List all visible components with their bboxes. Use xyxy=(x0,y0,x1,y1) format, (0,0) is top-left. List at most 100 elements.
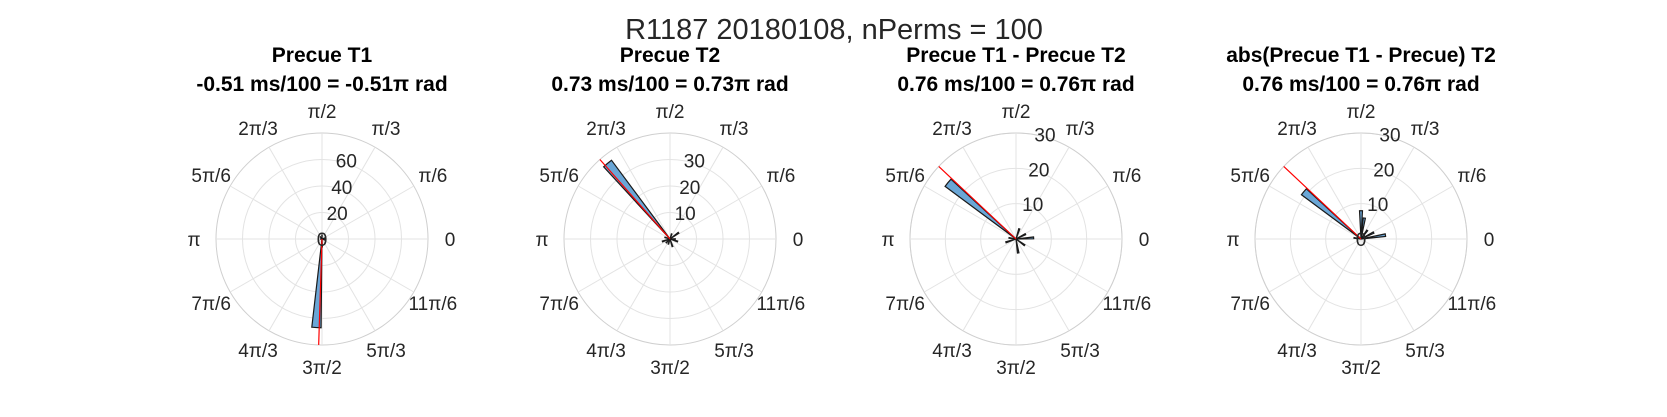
radial-tick-label: 10 xyxy=(1367,195,1388,216)
histogram-bar xyxy=(1008,236,1017,240)
plot-title: Precue T2 xyxy=(620,44,720,67)
radial-tick-label: 30 xyxy=(1034,126,1055,147)
angle-tick-label: π/2 xyxy=(308,102,337,123)
histogram-bar xyxy=(1360,229,1369,240)
histogram-bar xyxy=(1360,231,1375,240)
radial-tick-label: 10 xyxy=(675,204,696,225)
angle-tick-label: 3π/2 xyxy=(996,358,1036,379)
grid-spoke xyxy=(321,238,376,332)
histogram-bar xyxy=(669,238,679,243)
histogram-bar xyxy=(669,238,674,248)
histogram-bar xyxy=(321,237,326,240)
radial-tick-label: 20 xyxy=(1373,160,1394,181)
angle-tick-label: π/6 xyxy=(418,166,447,187)
mean-direction-line xyxy=(599,159,671,240)
angle-tick-label: 3π/2 xyxy=(650,358,690,379)
plot-subtitle: 0.73 ms/100 = 0.73π rad xyxy=(551,73,788,96)
polar-plot-precue-difference: Precue T1 - Precue T2 0.76 ms/100 = 0.76… xyxy=(881,44,1151,379)
grid-spoke xyxy=(1268,238,1362,293)
angle-tick-label: 5π/3 xyxy=(1405,341,1445,362)
angle-tick-label: π xyxy=(881,230,894,251)
radial-tick-label: 40 xyxy=(331,178,352,199)
grid-spoke xyxy=(669,238,763,293)
angle-tick-label: 4π/3 xyxy=(586,341,626,362)
grid-spoke xyxy=(1307,146,1362,240)
grid-spoke xyxy=(1360,185,1454,240)
angle-tick-label: 2π/3 xyxy=(1277,119,1317,140)
angle-tick-label: 5π/3 xyxy=(1060,341,1100,362)
plot-title: Precue T1 xyxy=(272,44,373,67)
radial-tick-label: 10 xyxy=(1022,195,1043,216)
angle-tick-label: π/3 xyxy=(720,119,749,140)
grid-spoke xyxy=(1015,185,1109,240)
grid-spoke xyxy=(1307,238,1362,332)
mean-direction-line xyxy=(1283,166,1362,240)
histogram-bar xyxy=(1015,232,1027,240)
angle-tick-label: π/6 xyxy=(1457,166,1486,187)
angle-tick-label: 7π/6 xyxy=(885,294,925,315)
grid-spoke xyxy=(1360,238,1415,332)
grid-spoke xyxy=(923,185,1017,240)
grid-spoke xyxy=(229,238,323,293)
angle-tick-label: 7π/6 xyxy=(1230,294,1270,315)
radial-tick-label: 30 xyxy=(1379,126,1400,147)
histogram-bar xyxy=(1360,217,1367,240)
histogram-bar xyxy=(664,236,671,240)
angle-tick-label: π/3 xyxy=(1411,119,1440,140)
histogram-bar xyxy=(669,238,676,240)
angle-tick-label: 5π/3 xyxy=(366,341,406,362)
polar-plot-precue-t2: Precue T2 0.73 ms/100 = 0.73π rad 10 20 30… xyxy=(535,44,805,379)
angle-tick-label: 4π/3 xyxy=(932,341,972,362)
angle-tick-label: π xyxy=(187,230,200,251)
mean-direction-line xyxy=(938,166,1017,240)
angle-tick-label: 11π/6 xyxy=(757,294,806,315)
grid-spoke xyxy=(1360,146,1415,240)
angle-tick-label: 5π/3 xyxy=(714,341,754,362)
angle-tick-label: π xyxy=(535,230,548,251)
histogram-bar xyxy=(1353,236,1362,240)
polar-plot-abs-difference: abs(Precue T1 - Precue) T2 0.76 ms/100 =… xyxy=(1226,44,1496,379)
angle-tick-label: 7π/6 xyxy=(539,294,579,315)
histogram-bar xyxy=(1015,238,1020,254)
angle-tick-label: 7π/6 xyxy=(191,294,231,315)
angle-tick-label: π/2 xyxy=(1347,102,1376,123)
grid-spoke xyxy=(577,238,671,293)
grid-spoke xyxy=(1360,238,1454,293)
grid-spoke xyxy=(616,146,671,240)
grid-spoke xyxy=(321,185,415,240)
angle-tick-label: π/3 xyxy=(372,119,401,140)
angle-tick-label: π/2 xyxy=(656,102,685,123)
angle-tick-label: 5π/6 xyxy=(191,166,231,187)
angle-tick-label: 0 xyxy=(445,230,456,251)
histogram-bar xyxy=(669,233,673,240)
grid-spoke xyxy=(229,185,323,240)
plot-title: Precue T1 - Precue T2 xyxy=(906,44,1125,67)
figure-title: R1187 20180108, nPerms = 100 xyxy=(625,14,1043,46)
grid-spoke xyxy=(1015,146,1070,240)
radial-tick-label: 60 xyxy=(336,152,357,173)
angle-tick-label: 0 xyxy=(1139,230,1150,251)
grid-spoke xyxy=(669,185,763,240)
angle-tick-label: π/6 xyxy=(766,166,795,187)
grid-spoke xyxy=(962,238,1017,332)
angle-tick-label: π xyxy=(1226,230,1239,251)
plot-subtitle: 0.76 ms/100 = 0.76π rad xyxy=(897,73,1134,96)
plot-subtitle: 0.76 ms/100 = 0.76π rad xyxy=(1242,73,1479,96)
radial-tick-label: 20 xyxy=(1028,160,1049,181)
grid-spoke xyxy=(669,146,724,240)
angle-tick-label: 5π/6 xyxy=(885,166,925,187)
angle-tick-label: 5π/6 xyxy=(539,166,579,187)
grid-spoke xyxy=(1015,238,1109,293)
angle-tick-label: 3π/2 xyxy=(302,358,342,379)
angle-tick-label: 2π/3 xyxy=(932,119,972,140)
grid-spoke xyxy=(321,238,415,293)
histogram-bar xyxy=(1360,233,1387,240)
histogram-bar xyxy=(1015,238,1026,247)
angle-tick-label: 2π/3 xyxy=(586,119,626,140)
plot-title: abs(Precue T1 - Precue) T2 xyxy=(1226,44,1496,67)
grid-spoke xyxy=(268,238,323,332)
radial-tick-label: 20 xyxy=(327,204,348,225)
angle-tick-label: π/2 xyxy=(1002,102,1031,123)
histogram-bar xyxy=(1300,187,1362,240)
